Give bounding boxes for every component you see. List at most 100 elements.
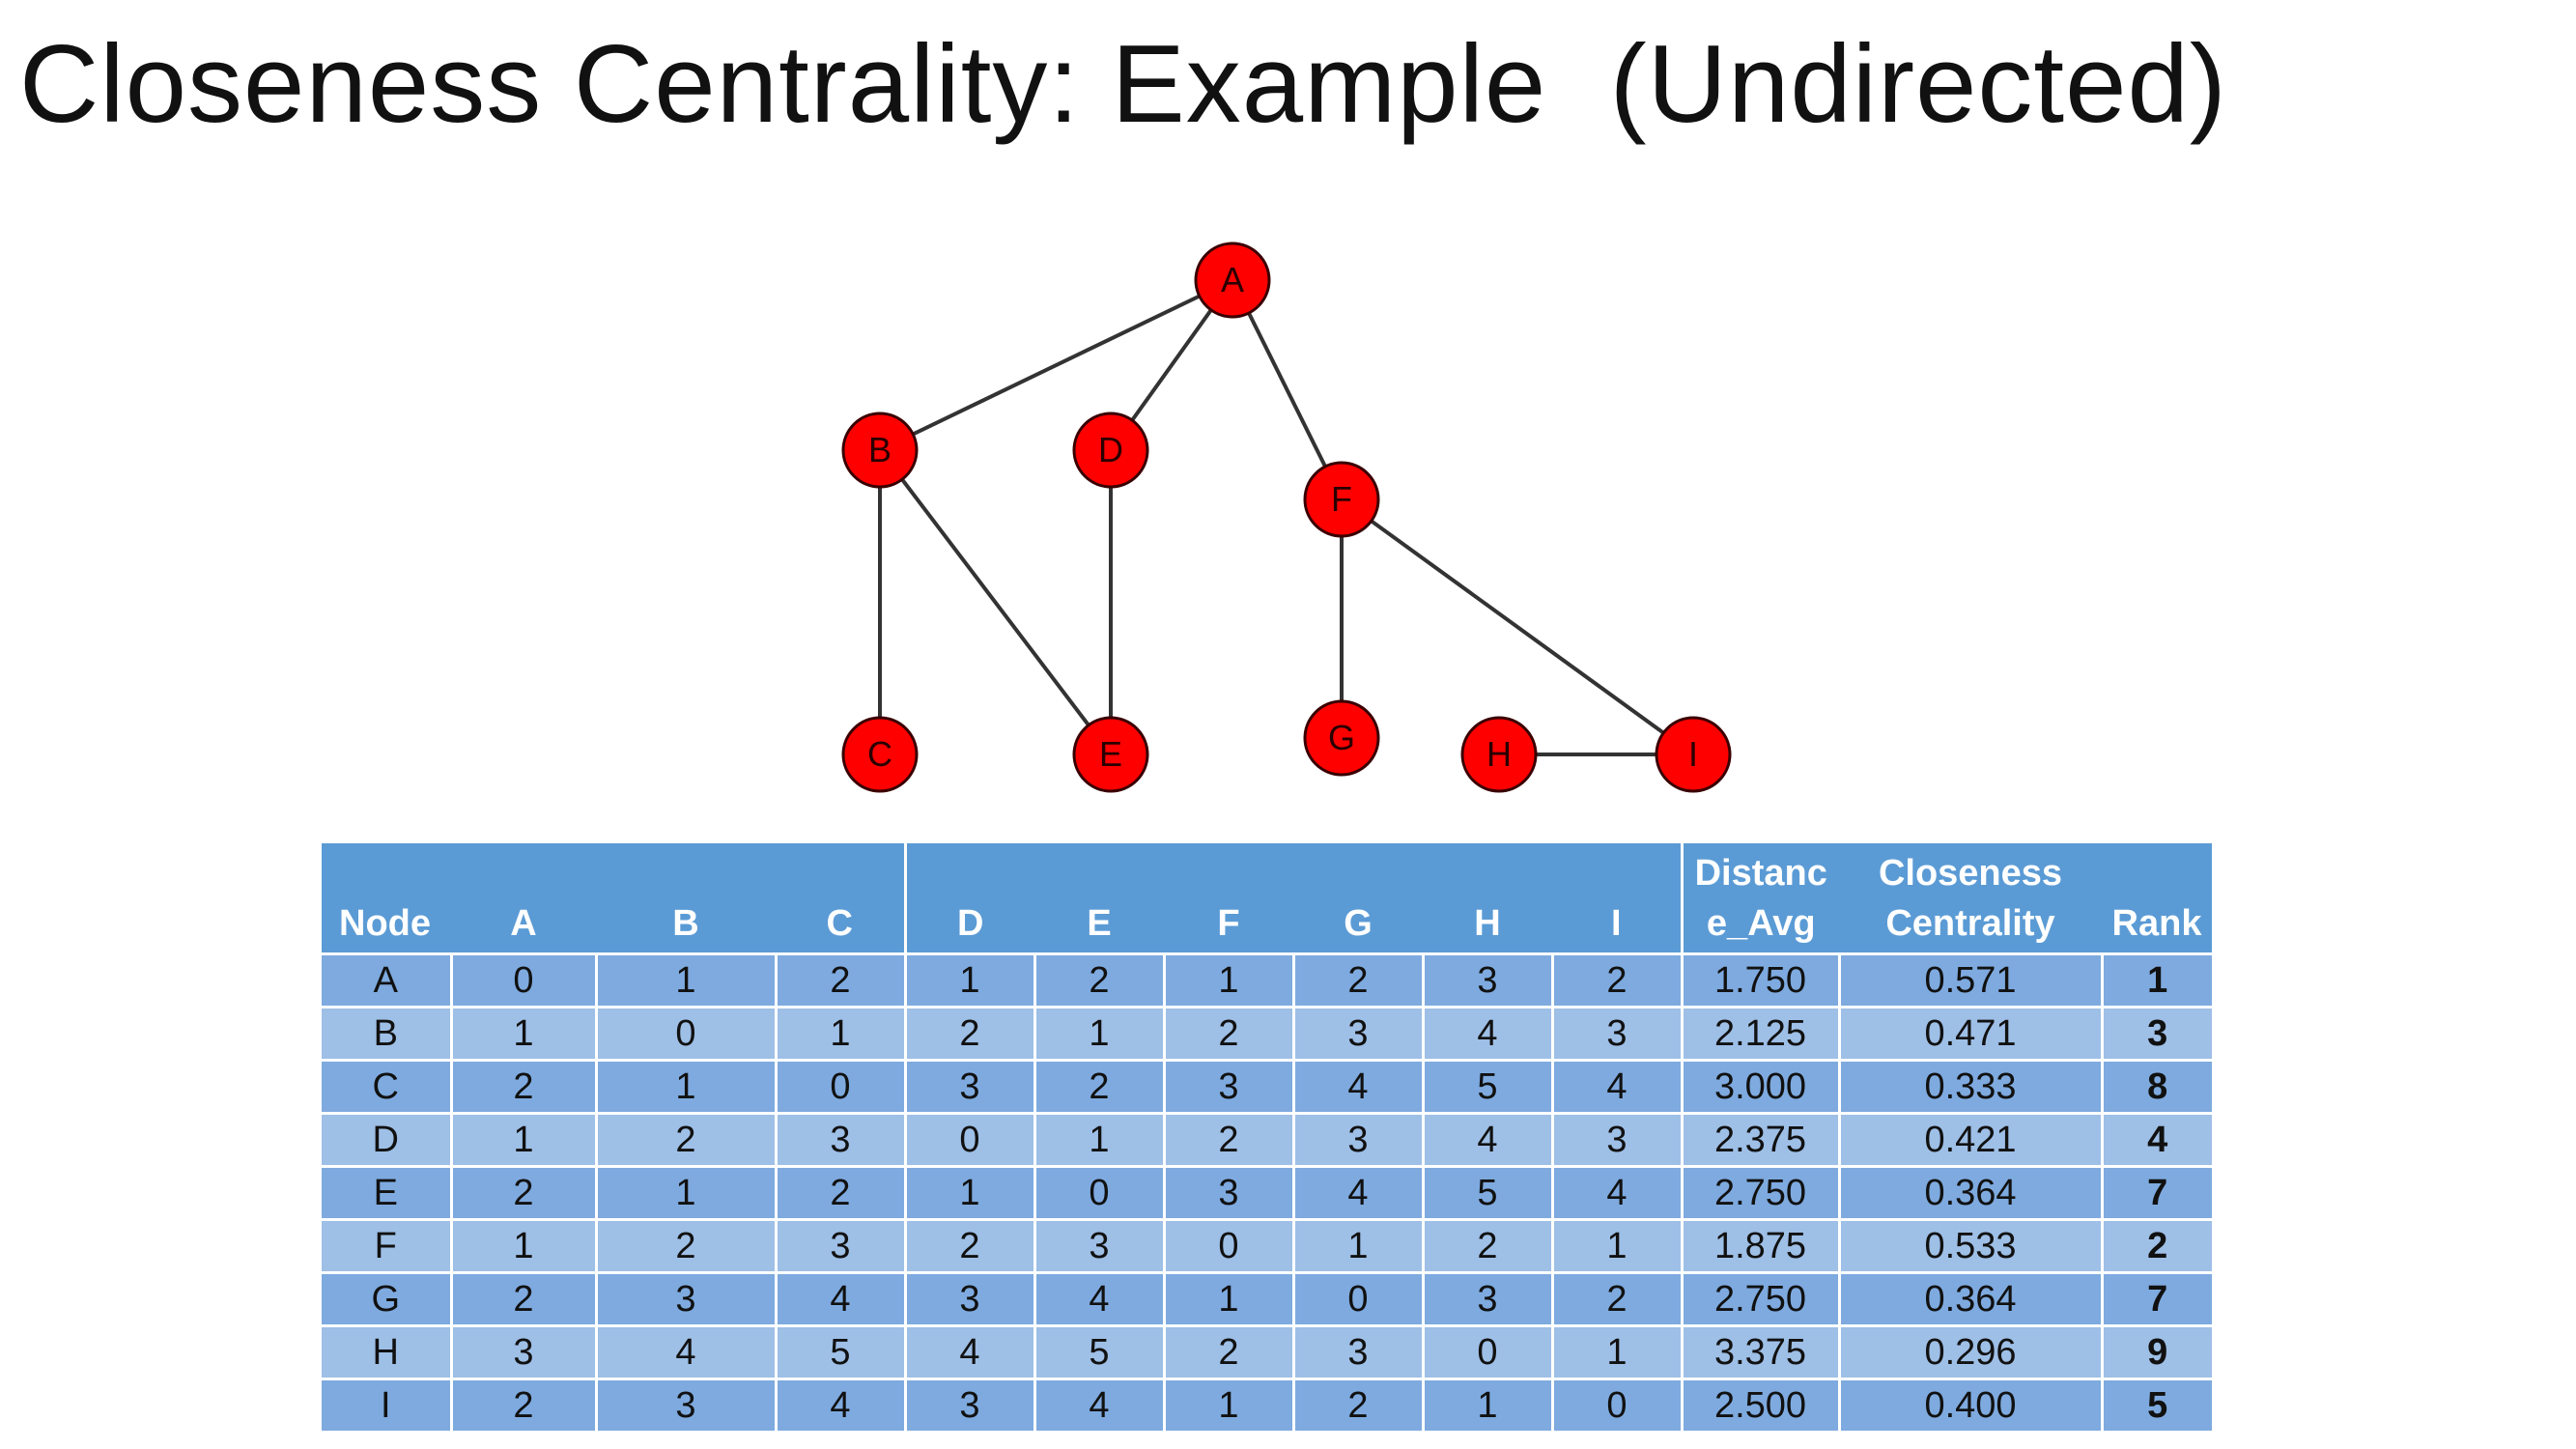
node-label: G bbox=[1328, 718, 1355, 757]
header-col-b: B bbox=[596, 843, 776, 954]
edge-b-e bbox=[878, 448, 1113, 756]
rank-cell: 2 bbox=[2102, 1218, 2212, 1273]
distance-cell: 2 bbox=[451, 1059, 598, 1114]
node-label: A bbox=[1221, 260, 1244, 299]
node-circle bbox=[841, 412, 919, 489]
distance-cell: 3 bbox=[1423, 1271, 1554, 1326]
graph-node-i: I bbox=[1655, 716, 1732, 793]
distance-cell: 2 bbox=[776, 952, 907, 1008]
distance-cell: 3 bbox=[1552, 1006, 1684, 1061]
distance-cell: 3 bbox=[905, 1271, 1036, 1326]
edge-a-b bbox=[879, 278, 1233, 452]
distance-avg-cell: 3.000 bbox=[1682, 1059, 1841, 1114]
distance-cell: 1 bbox=[1164, 1271, 1295, 1326]
distance-cell: 1 bbox=[596, 1165, 778, 1220]
distance-cell: 0 bbox=[1423, 1324, 1554, 1379]
distance-cell: 3 bbox=[905, 1378, 1036, 1431]
distance-cell: 4 bbox=[1034, 1378, 1166, 1431]
closeness-cell: 0.364 bbox=[1839, 1271, 2104, 1326]
distance-avg-cell: 2.750 bbox=[1682, 1271, 1841, 1326]
distance-cell: 1 bbox=[905, 1165, 1036, 1220]
closeness-cell: 0.533 bbox=[1839, 1218, 2104, 1273]
distance-cell: 3 bbox=[1293, 1006, 1425, 1061]
graph-node-d: D bbox=[1072, 412, 1149, 489]
table-row: C 2 1 0 3 2 3 4 5 4 3.000 0.333 8 bbox=[322, 1059, 2212, 1114]
header-distance-avg: Distanc e_Avg bbox=[1682, 843, 1839, 954]
node-circle bbox=[1655, 716, 1732, 793]
distance-cell: 4 bbox=[905, 1324, 1036, 1379]
row-node-cell: D bbox=[322, 1112, 453, 1167]
node-label: D bbox=[1098, 430, 1123, 469]
slide-title: Closeness Centrality: Example (Undirecte… bbox=[19, 23, 2227, 146]
node-label: C bbox=[867, 734, 892, 774]
rank-cell: 8 bbox=[2102, 1059, 2212, 1114]
distance-cell: 0 bbox=[776, 1059, 907, 1114]
distance-cell: 4 bbox=[776, 1271, 907, 1326]
distance-cell: 2 bbox=[1552, 1271, 1684, 1326]
distance-cell: 4 bbox=[596, 1324, 778, 1379]
node-label: B bbox=[868, 430, 892, 469]
header-col-a: A bbox=[451, 843, 596, 954]
distance-cell: 2 bbox=[1293, 1378, 1425, 1431]
row-node-cell: I bbox=[322, 1378, 453, 1431]
distance-cell: 5 bbox=[1423, 1165, 1554, 1220]
distance-cell: 1 bbox=[1164, 952, 1295, 1008]
edge-a-f bbox=[1231, 279, 1344, 500]
distance-cell: 1 bbox=[451, 1218, 598, 1273]
distance-cell: 0 bbox=[596, 1006, 778, 1061]
node-circle bbox=[1303, 461, 1380, 538]
rank-cell: 4 bbox=[2102, 1112, 2212, 1167]
distance-avg-cell: 1.750 bbox=[1682, 952, 1841, 1008]
distance-cell: 3 bbox=[1293, 1112, 1425, 1167]
distance-cell: 3 bbox=[1552, 1112, 1684, 1167]
header-closeness-line2: Centrality bbox=[1885, 903, 2055, 944]
distance-cell: 3 bbox=[1423, 952, 1554, 1008]
distance-avg-cell: 2.125 bbox=[1682, 1006, 1841, 1061]
distance-cell: 4 bbox=[1293, 1165, 1425, 1220]
distance-cell: 0 bbox=[451, 952, 598, 1008]
distance-cell: 2 bbox=[905, 1218, 1036, 1273]
header-closeness-line1: Closeness bbox=[1878, 853, 2063, 894]
distance-cell: 4 bbox=[1423, 1006, 1554, 1061]
row-node-cell: A bbox=[322, 952, 453, 1008]
distance-cell: 1 bbox=[1034, 1006, 1166, 1061]
graph-node-e: E bbox=[1072, 716, 1149, 793]
distance-cell: 2 bbox=[1164, 1006, 1295, 1061]
closeness-cell: 0.364 bbox=[1839, 1165, 2104, 1220]
rank-cell: 7 bbox=[2102, 1165, 2212, 1220]
distance-cell: 0 bbox=[1164, 1218, 1295, 1273]
distance-cell: 2 bbox=[451, 1271, 598, 1326]
distance-cell: 0 bbox=[1552, 1378, 1684, 1431]
rank-cell: 1 bbox=[2102, 952, 2212, 1008]
header-closeness: Closeness Centrality bbox=[1839, 843, 2102, 954]
graph-node-g: G bbox=[1303, 699, 1380, 777]
distance-cell: 4 bbox=[1423, 1112, 1554, 1167]
header-col-d: D bbox=[905, 843, 1034, 954]
node-circle bbox=[1303, 699, 1380, 777]
distance-cell: 3 bbox=[451, 1324, 598, 1379]
distance-cell: 1 bbox=[1552, 1324, 1684, 1379]
header-col-e: E bbox=[1034, 843, 1164, 954]
distance-avg-cell: 1.875 bbox=[1682, 1218, 1841, 1273]
table-row: I 2 3 4 3 4 1 2 1 0 2.500 0.400 5 bbox=[322, 1378, 2212, 1431]
distance-cell: 3 bbox=[776, 1112, 907, 1167]
distance-cell: 3 bbox=[1164, 1165, 1295, 1220]
header-col-c: C bbox=[776, 843, 907, 954]
table-row: F 1 2 3 2 3 0 1 2 1 1.875 0.533 2 bbox=[322, 1218, 2212, 1273]
distance-cell: 3 bbox=[776, 1218, 907, 1273]
graph-node-a: A bbox=[1194, 242, 1271, 319]
node-circle bbox=[841, 716, 919, 793]
distance-cell: 4 bbox=[1034, 1271, 1166, 1326]
graph-diagram: A B C D E F G H I bbox=[841, 242, 1732, 793]
edge-f-i bbox=[1340, 497, 1695, 756]
distance-cell: 0 bbox=[905, 1112, 1036, 1167]
rank-cell: 7 bbox=[2102, 1271, 2212, 1326]
distance-cell: 1 bbox=[905, 952, 1036, 1008]
distance-cell: 1 bbox=[451, 1006, 598, 1061]
distance-cell: 1 bbox=[1552, 1218, 1684, 1273]
distance-cell: 2 bbox=[451, 1165, 598, 1220]
graph-node-f: F bbox=[1303, 461, 1380, 538]
node-label: F bbox=[1331, 479, 1352, 519]
table-row: E 2 1 2 1 0 3 4 5 4 2.750 0.364 7 bbox=[322, 1165, 2212, 1220]
node-circle bbox=[1194, 242, 1271, 319]
